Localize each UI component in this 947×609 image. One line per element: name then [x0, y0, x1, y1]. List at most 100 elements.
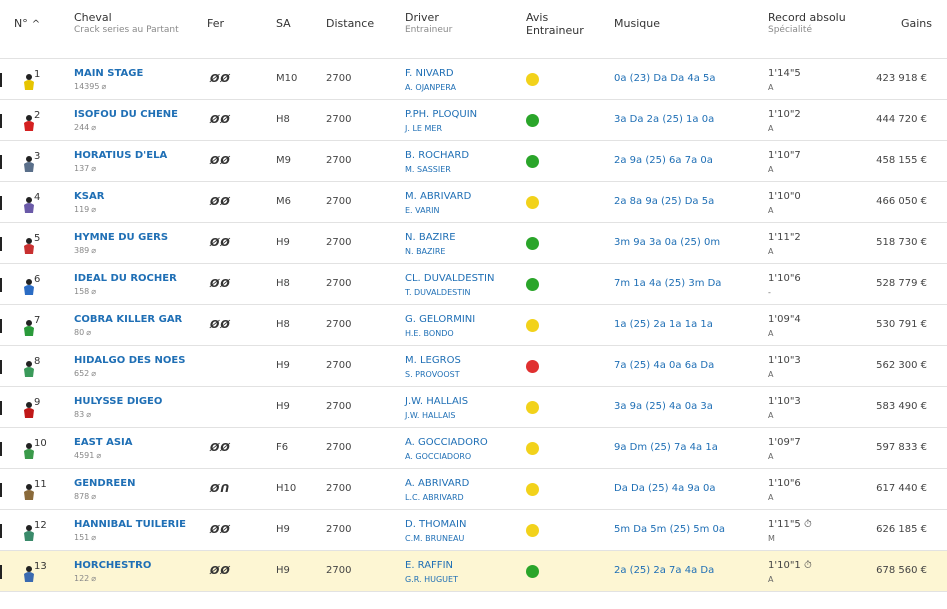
- col-gains[interactable]: Gains: [900, 17, 932, 30]
- trainer-link[interactable]: J. LE MER: [405, 124, 443, 133]
- horse-name-link[interactable]: KSAR: [74, 191, 105, 202]
- driver-link[interactable]: E. RAFFIN: [405, 560, 453, 571]
- table-row[interactable]: 7 COBRA KILLER GAR 80 ⌀ ØØ H8 2700 G. GELORMINI…: [0, 305, 947, 346]
- sex-age: H9: [276, 237, 290, 248]
- table-row[interactable]: 10 EAST ASIA 4591 ⌀ ØØ F6 2700 A. GOCCIADORO A. …: [0, 428, 947, 469]
- trainer-link[interactable]: J.W. HALLAIS: [405, 411, 456, 420]
- trainer-link[interactable]: A. GOCCIADORO: [405, 452, 472, 461]
- speciality: A: [768, 452, 774, 461]
- horse-name-link[interactable]: HANNIBAL TUILERIE: [74, 519, 186, 530]
- horse-name-link[interactable]: HORCHESTRO: [74, 560, 152, 571]
- crack-value: 151: [74, 533, 90, 542]
- horse-name-link[interactable]: MAIN STAGE: [74, 68, 144, 79]
- musique-link[interactable]: 2a (25) 2a 7a 4a Da: [614, 565, 715, 576]
- horse-name-link[interactable]: COBRA KILLER GAR: [74, 314, 183, 325]
- col-record-sub: Spécialité: [768, 25, 812, 35]
- col-sa[interactable]: SA: [276, 17, 291, 30]
- crack-value: 652: [74, 369, 90, 378]
- horse-name-link[interactable]: ISOFOU DU CHENE: [74, 109, 178, 120]
- musique-link[interactable]: 0a (23) Da Da 4a 5a: [614, 73, 716, 84]
- sex-age: H9: [276, 565, 290, 576]
- row-marker: [0, 401, 2, 415]
- horse-name-link[interactable]: HULYSSE DIGEO: [74, 396, 163, 407]
- horse-name-link[interactable]: HYMNE DU GERS: [74, 232, 169, 243]
- musique-link[interactable]: 3a 9a (25) 4a 0a 3a: [614, 401, 713, 412]
- musique-link[interactable]: 5m Da 5m (25) 5m 0a: [614, 524, 726, 535]
- table-row[interactable]: 2 ISOFOU DU CHENE 244 ⌀ ØØ H8 2700 P.PH. PLOQUI…: [0, 100, 947, 141]
- table-row[interactable]: 13 HORCHESTRO 122 ⌀ ØØ H9 2700 E. RAFFIN G.R. HU…: [0, 551, 947, 592]
- runner-number: 7: [34, 315, 41, 326]
- horse-name-link[interactable]: EAST ASIA: [74, 437, 133, 448]
- horse-name-link[interactable]: GENDREEN: [74, 478, 136, 489]
- trainer-opinion-icon: [526, 483, 539, 496]
- col-distance[interactable]: Distance: [326, 17, 375, 30]
- trainer-link[interactable]: E. VARIN: [405, 206, 440, 215]
- crack-series: 158 ⌀: [74, 287, 96, 296]
- runner-number: 9: [34, 397, 41, 408]
- crack-series: 122 ⌀: [74, 574, 96, 583]
- driver-link[interactable]: F. NIVARD: [405, 68, 454, 79]
- col-avis[interactable]: Avis Entraineur: [526, 11, 584, 37]
- driver-link[interactable]: P.PH. PLOQUIN: [405, 109, 478, 120]
- driver-link[interactable]: A. GOCCIADORO: [405, 437, 488, 448]
- driver-link[interactable]: J.W. HALLAIS: [405, 396, 469, 407]
- table-row[interactable]: 3 HORATIUS D'ELA 137 ⌀ ØØ M9 2700 B. ROCHARD M. …: [0, 141, 947, 182]
- musique-link[interactable]: 7a (25) 4a 0a 6a Da: [614, 360, 715, 371]
- driver-link[interactable]: A. ABRIVARD: [405, 478, 470, 489]
- horse-name-link[interactable]: HORATIUS D'ELA: [74, 150, 168, 161]
- shoe-icon: ØØ: [210, 523, 231, 536]
- table-row[interactable]: 12 HANNIBAL TUILERIE 151 ⌀ ØØ H9 2700 D. THOMAI…: [0, 510, 947, 551]
- record: 1'10"3: [768, 396, 801, 407]
- trainer-link[interactable]: H.E. BONDO: [405, 329, 454, 338]
- musique-link[interactable]: 1a (25) 2a 1a 1a 1a: [614, 319, 713, 330]
- driver-link[interactable]: M. ABRIVARD: [405, 191, 472, 202]
- trainer-link[interactable]: A. OJANPERA: [405, 83, 456, 92]
- table-row[interactable]: 6 IDEAL DU ROCHER 158 ⌀ ØØ H8 2700 CL. DUVALDES…: [0, 264, 947, 305]
- table-row[interactable]: 4 KSAR 119 ⌀ ØØ M6 2700 M. ABRIVARD E. VARIN 2a 8…: [0, 182, 947, 223]
- table-row[interactable]: 9 HULYSSE DIGEO 83 ⌀ H9 2700 J.W. HALLAIS J.W. …: [0, 387, 947, 428]
- trainer-link[interactable]: N. BAZIRE: [405, 247, 446, 256]
- musique-link[interactable]: Da Da (25) 4a 9a 0a: [614, 483, 716, 494]
- driver-link[interactable]: CL. DUVALDESTIN: [405, 273, 495, 284]
- table-row[interactable]: 5 HYMNE DU GERS 389 ⌀ ØØ H9 2700 N. BAZIRE N. BA…: [0, 223, 947, 264]
- trainer-link[interactable]: T. DUVALDESTIN: [405, 288, 471, 297]
- driver-link[interactable]: B. ROCHARD: [405, 150, 470, 161]
- crack-value: 244: [74, 123, 90, 132]
- trainer-link[interactable]: M. SASSIER: [405, 165, 451, 174]
- record: 1'10"1 ⏱: [768, 560, 812, 571]
- trainer-link[interactable]: L.C. ABRIVARD: [405, 493, 464, 502]
- shoe-icon: ØØ: [210, 72, 231, 85]
- table-row[interactable]: 11 GENDREEN 878 ⌀ ØՈ H10 2700 A. ABRIVARD L.C. A…: [0, 469, 947, 510]
- musique-link[interactable]: 3m 9a 3a 0a (25) 0m: [614, 237, 721, 248]
- earnings: 458 155 €: [876, 155, 927, 166]
- driver-link[interactable]: G. GELORMINI: [405, 314, 476, 325]
- musique-link[interactable]: 2a 9a (25) 6a 7a 0a: [614, 155, 713, 166]
- driver-link[interactable]: M. LEGROS: [405, 355, 461, 366]
- sex-age: H10: [276, 483, 297, 494]
- sort-up-icon[interactable]: ^: [31, 19, 41, 30]
- table-row[interactable]: 1 MAIN STAGE 14395 ⌀ ØØ M10 2700 F. NIVARD A. OJ…: [0, 59, 947, 100]
- musique-link[interactable]: 7m 1a 4a (25) 3m Da: [614, 278, 722, 289]
- record: 1'14"5: [768, 68, 801, 79]
- col-cheval[interactable]: Cheval Crack series au Partant: [74, 11, 179, 37]
- driver-link[interactable]: D. THOMAIN: [405, 519, 467, 530]
- horse-name-link[interactable]: HIDALGO DES NOES: [74, 355, 186, 366]
- table-row[interactable]: 8 HIDALGO DES NOES 652 ⌀ H9 2700 M. LEGROS S. P…: [0, 346, 947, 387]
- col-fer[interactable]: Fer: [207, 17, 225, 30]
- trainer-opinion-icon: [526, 114, 539, 127]
- col-num[interactable]: N° ^: [14, 17, 40, 31]
- trainer-link[interactable]: C.M. BRUNEAU: [405, 534, 465, 543]
- musique-link[interactable]: 3a Da 2a (25) 1a 0a: [614, 114, 715, 125]
- col-driver[interactable]: Driver Entraineur: [405, 11, 452, 37]
- musique-link[interactable]: 2a 8a 9a (25) Da 5a: [614, 196, 715, 207]
- paperclip-icon: ⌀: [91, 574, 97, 583]
- musique-link[interactable]: 9a Dm (25) 7a 4a 1a: [614, 442, 718, 453]
- trainer-link[interactable]: G.R. HUGUET: [405, 575, 458, 584]
- col-record[interactable]: Record absolu Spécialité: [768, 11, 846, 37]
- trainer-link[interactable]: S. PROVOOST: [405, 370, 460, 379]
- horse-name-link[interactable]: IDEAL DU ROCHER: [74, 273, 177, 284]
- col-musique[interactable]: Musique: [614, 17, 660, 30]
- driver-link[interactable]: N. BAZIRE: [405, 232, 456, 243]
- crack-value: 122: [74, 574, 90, 583]
- sex-age: H9: [276, 401, 290, 412]
